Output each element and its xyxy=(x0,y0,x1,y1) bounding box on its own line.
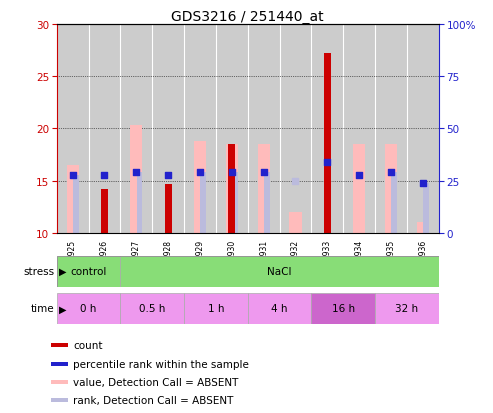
Text: 0.5 h: 0.5 h xyxy=(139,304,165,314)
Bar xyxy=(343,25,375,233)
Bar xyxy=(89,25,120,233)
Bar xyxy=(51,398,68,402)
Bar xyxy=(228,145,235,233)
Bar xyxy=(165,184,172,233)
Text: 32 h: 32 h xyxy=(395,304,419,314)
Text: 1 h: 1 h xyxy=(208,304,224,314)
Text: 16 h: 16 h xyxy=(332,304,355,314)
Bar xyxy=(258,145,270,233)
Bar xyxy=(57,293,120,324)
Bar xyxy=(51,380,68,384)
Bar xyxy=(226,145,238,233)
Bar xyxy=(289,212,302,233)
Bar xyxy=(417,223,429,233)
Text: NaCl: NaCl xyxy=(267,266,292,277)
Point xyxy=(101,173,108,179)
Text: control: control xyxy=(70,266,106,277)
Bar xyxy=(120,25,152,233)
Bar xyxy=(67,166,79,233)
Text: ▶: ▶ xyxy=(59,304,67,314)
Bar xyxy=(407,25,439,233)
Bar xyxy=(120,256,439,287)
Bar xyxy=(194,142,206,233)
Bar xyxy=(324,54,331,233)
Bar xyxy=(264,173,270,233)
Text: count: count xyxy=(73,341,103,351)
Text: time: time xyxy=(31,304,54,314)
Text: percentile rank within the sample: percentile rank within the sample xyxy=(73,359,249,369)
Bar xyxy=(385,145,397,233)
Bar xyxy=(312,25,343,233)
Text: ▶: ▶ xyxy=(59,266,67,277)
Bar xyxy=(57,25,89,233)
Point xyxy=(355,173,363,179)
Text: 0 h: 0 h xyxy=(80,304,97,314)
Point xyxy=(196,170,204,176)
Bar xyxy=(184,25,216,233)
Point xyxy=(164,173,172,179)
Bar xyxy=(51,344,68,348)
Bar xyxy=(51,362,68,366)
Bar xyxy=(247,293,312,324)
Bar xyxy=(353,145,365,233)
Bar xyxy=(375,293,439,324)
Text: value, Detection Call = ABSENT: value, Detection Call = ABSENT xyxy=(73,377,239,387)
Point xyxy=(69,173,76,179)
Bar xyxy=(152,25,184,233)
Bar xyxy=(247,25,280,233)
Point xyxy=(132,170,140,176)
Bar xyxy=(184,293,247,324)
Bar xyxy=(101,190,108,233)
Bar xyxy=(137,173,142,233)
Text: rank, Detection Call = ABSENT: rank, Detection Call = ABSENT xyxy=(73,395,234,405)
Point xyxy=(419,180,427,187)
Bar xyxy=(73,176,79,233)
Bar xyxy=(216,25,247,233)
Bar xyxy=(280,25,312,233)
Point xyxy=(387,170,395,176)
Bar xyxy=(423,183,429,233)
Bar xyxy=(232,173,238,233)
Bar xyxy=(130,126,142,233)
Bar xyxy=(200,173,206,233)
Point xyxy=(228,170,236,176)
Text: stress: stress xyxy=(23,266,54,277)
Point xyxy=(260,170,268,176)
Bar xyxy=(375,25,407,233)
Bar xyxy=(312,293,375,324)
Bar xyxy=(57,256,120,287)
Point xyxy=(323,159,331,166)
Text: 4 h: 4 h xyxy=(271,304,288,314)
Title: GDS3216 / 251440_at: GDS3216 / 251440_at xyxy=(172,10,324,24)
Bar xyxy=(120,293,184,324)
Bar xyxy=(391,173,397,233)
Point xyxy=(291,178,299,185)
